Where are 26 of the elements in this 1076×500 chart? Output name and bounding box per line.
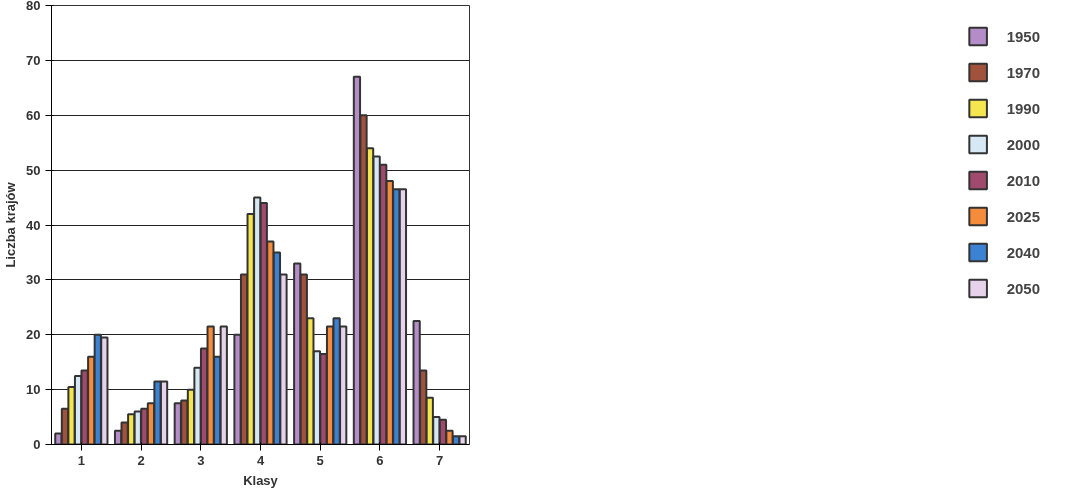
x-tick-label: 2	[137, 452, 145, 468]
legend-label: 1990	[1006, 99, 1040, 117]
legend-label: 2010	[1006, 171, 1040, 189]
y-tick-label: 60	[26, 107, 41, 123]
y-tick-label: 20	[26, 327, 41, 343]
x-axis-title: Klasy	[243, 472, 279, 488]
y-tick-label: 0	[33, 437, 41, 452]
y-tick-label: 50	[26, 162, 41, 178]
x-tick-label: 4	[256, 452, 265, 468]
legend-label: 2050	[1006, 279, 1040, 297]
y-tick-label: 70	[26, 52, 41, 68]
x-tick-label: 6	[376, 452, 384, 468]
legend-label: 2000	[1006, 135, 1040, 153]
y-axis-title: Liczba krajów	[3, 181, 19, 268]
y-tick-label: 10	[26, 382, 41, 398]
x-tick-label: 7	[436, 452, 444, 468]
legend-label: 2040	[1006, 243, 1040, 261]
y-tick-label: 80	[26, 0, 41, 13]
legend-label: 1950	[1006, 27, 1040, 45]
y-tick-label: 40	[26, 217, 41, 233]
legend-label: 1970	[1006, 63, 1040, 81]
y-tick-label: 30	[26, 272, 41, 288]
x-tick-label: 1	[77, 452, 85, 468]
x-tick-label: 3	[197, 452, 205, 468]
legend-label: 2025	[1006, 207, 1040, 225]
x-tick-label: 5	[316, 452, 324, 468]
